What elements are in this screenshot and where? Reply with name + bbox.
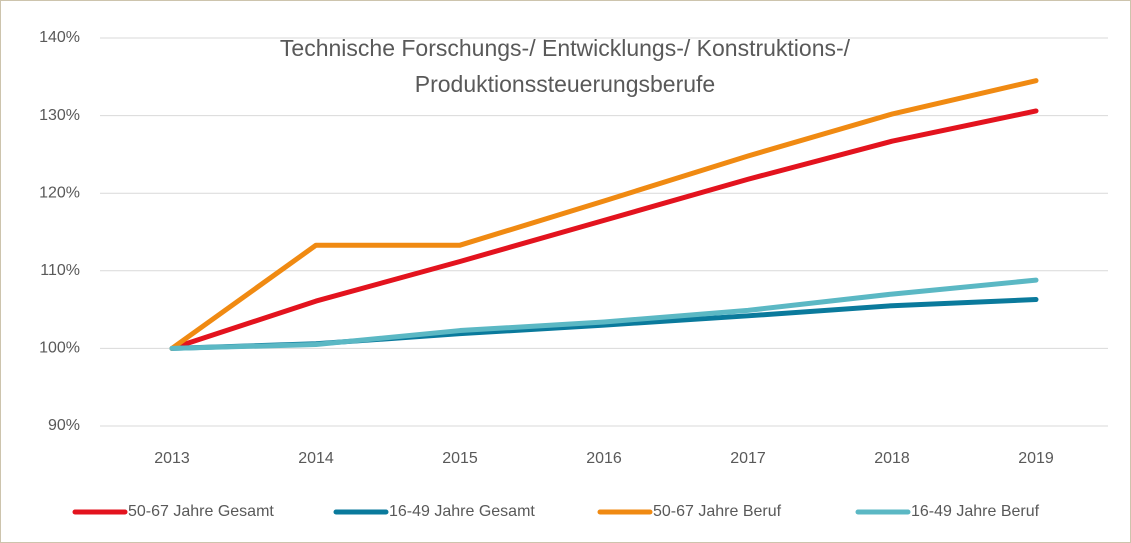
legend-label: 16-49 Jahre Gesamt [389,503,535,520]
x-tick-label: 2016 [586,450,622,467]
y-tick-label: 140% [39,29,80,46]
y-tick-label: 90% [48,417,80,434]
legend-label: 50-67 Jahre Gesamt [128,503,274,520]
series-line [169,78,1039,351]
x-tick-label: 2018 [874,450,910,467]
chart-title: Technische Forschungs-/ Entwicklungs-/ K… [279,35,851,97]
legend-label: 50-67 Jahre Beruf [653,503,782,520]
x-tick-label: 2014 [298,450,334,467]
x-tick-label: 2015 [442,450,478,467]
series-line [169,108,1039,351]
x-tick-label: 2013 [154,450,190,467]
y-tick-label: 110% [40,262,80,279]
x-tick-label: 2017 [730,450,766,467]
x-tick-label: 2019 [1018,450,1054,467]
y-tick-label: 120% [39,184,80,201]
y-tick-label: 130% [39,107,80,124]
series-line [169,277,1039,351]
legend-label: 16-49 Jahre Beruf [911,503,1040,520]
y-tick-label: 100% [39,340,80,357]
